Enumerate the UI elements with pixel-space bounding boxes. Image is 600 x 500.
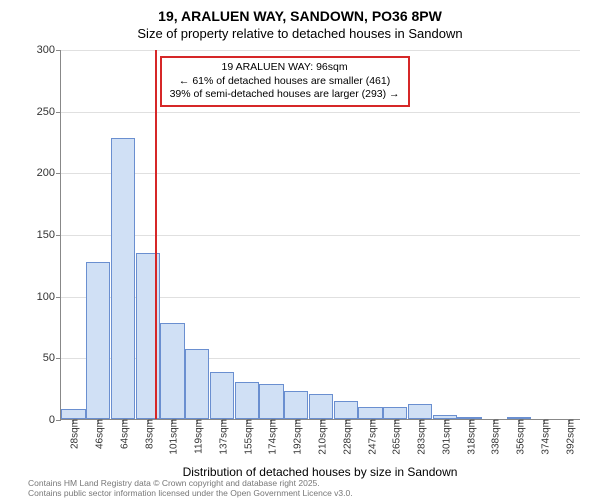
- marker-vertical-line: [155, 50, 157, 419]
- x-tick-label: 64sqm: [115, 419, 130, 449]
- x-tick-label: 265sqm: [388, 419, 403, 455]
- x-tick-label: 83sqm: [140, 419, 155, 449]
- x-tick-label: 210sqm: [314, 419, 329, 455]
- x-tick-label: 338sqm: [487, 419, 502, 455]
- x-tick-label: 119sqm: [190, 419, 205, 454]
- histogram-bar: [111, 138, 135, 419]
- x-tick-label: 247sqm: [363, 419, 378, 455]
- histogram-bar: [160, 323, 184, 419]
- histogram-bar: [383, 407, 407, 419]
- histogram-bar: [86, 262, 110, 419]
- y-tick-label: 150: [37, 229, 61, 241]
- gridline-h: [61, 112, 580, 113]
- gridline-h: [61, 235, 580, 236]
- y-tick-label: 0: [49, 414, 61, 426]
- histogram-bar: [358, 407, 382, 419]
- x-tick-label: 392sqm: [561, 419, 576, 455]
- footer-line-2: Contains public sector information licen…: [28, 489, 353, 499]
- y-tick-label: 50: [43, 352, 61, 364]
- x-tick-label: 101sqm: [165, 419, 180, 455]
- x-tick-label: 155sqm: [239, 419, 254, 455]
- histogram-bar: [61, 409, 85, 419]
- marker-info-box: 19 ARALUEN WAY: 96sqm← 61% of detached h…: [160, 56, 410, 107]
- x-tick-label: 228sqm: [338, 419, 353, 455]
- x-tick-label: 283sqm: [413, 419, 428, 455]
- chart-title-main: 19, ARALUEN WAY, SANDOWN, PO36 8PW: [0, 0, 600, 24]
- x-tick-label: 46sqm: [91, 419, 106, 449]
- x-tick-label: 374sqm: [536, 419, 551, 455]
- chart-plot-area: 05010015020025030028sqm46sqm64sqm83sqm10…: [60, 50, 580, 420]
- histogram-bar: [235, 382, 259, 419]
- histogram-bar: [185, 349, 209, 419]
- chart-title-sub: Size of property relative to detached ho…: [0, 24, 600, 41]
- y-tick-label: 100: [37, 291, 61, 303]
- x-tick-label: 28sqm: [66, 419, 81, 449]
- y-tick-label: 200: [37, 167, 61, 179]
- histogram-bar: [309, 394, 333, 419]
- histogram-bar: [408, 404, 432, 419]
- histogram-bar: [334, 401, 358, 420]
- footer-attribution: Contains HM Land Registry data © Crown c…: [28, 479, 353, 499]
- x-axis-label: Distribution of detached houses by size …: [60, 465, 580, 479]
- gridline-h: [61, 173, 580, 174]
- y-tick-label: 250: [37, 106, 61, 118]
- x-tick-label: 192sqm: [289, 419, 304, 455]
- x-tick-label: 137sqm: [214, 419, 229, 455]
- histogram-bar: [284, 391, 308, 419]
- histogram-bar: [210, 372, 234, 419]
- x-tick-label: 301sqm: [437, 419, 452, 455]
- marker-info-line: ← 61% of detached houses are smaller (46…: [170, 75, 400, 89]
- gridline-h: [61, 50, 580, 51]
- marker-info-line: 39% of semi-detached houses are larger (…: [170, 88, 400, 102]
- x-tick-label: 356sqm: [512, 419, 527, 455]
- x-tick-label: 318sqm: [462, 419, 477, 455]
- x-tick-label: 174sqm: [264, 419, 279, 455]
- chart-container: 19, ARALUEN WAY, SANDOWN, PO36 8PW Size …: [0, 0, 600, 500]
- y-tick-label: 300: [37, 44, 61, 56]
- histogram-bar: [259, 384, 283, 419]
- marker-info-line: 19 ARALUEN WAY: 96sqm: [170, 61, 400, 75]
